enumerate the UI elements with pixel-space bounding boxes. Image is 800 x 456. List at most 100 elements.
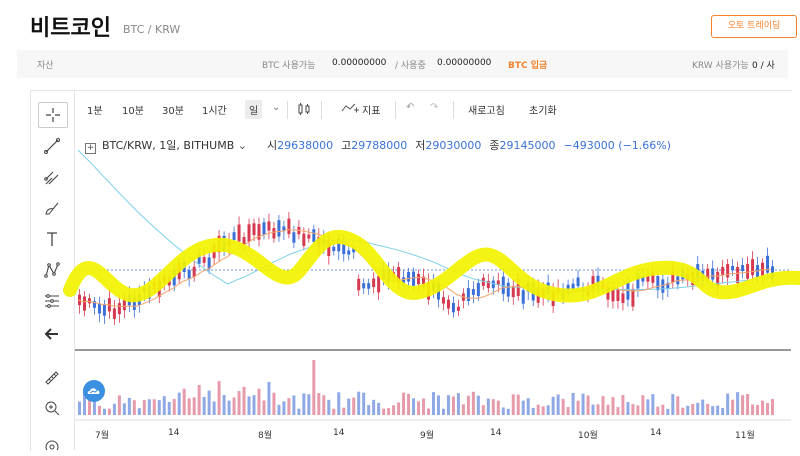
volume-bar: [367, 405, 371, 415]
volume-bar: [546, 405, 550, 415]
reset-button[interactable]: 초기화: [529, 106, 557, 117]
volume-bar: [227, 400, 231, 415]
candle: [402, 277, 406, 283]
candle: [232, 232, 236, 241]
volume-bar: [382, 408, 386, 415]
volume-bar: [736, 392, 740, 415]
candle: [751, 259, 755, 276]
pattern-icon[interactable]: [38, 258, 66, 282]
interval-30m[interactable]: 30분: [162, 106, 184, 117]
symbol-label[interactable]: BTC/KRW, 1일, BITHUMB: [102, 139, 235, 152]
candle: [471, 288, 475, 295]
text-icon[interactable]: [38, 227, 66, 251]
refresh-button[interactable]: 새로고침: [468, 106, 505, 117]
ruler-icon[interactable]: [38, 366, 66, 390]
fib-icon[interactable]: [38, 166, 66, 190]
volume-bar: [656, 406, 660, 415]
trendline-icon[interactable]: [38, 134, 66, 158]
coin-name: 비트코인: [30, 16, 111, 41]
volume-bar: [397, 402, 401, 415]
volume-bar: [102, 408, 106, 415]
candle: [501, 276, 505, 294]
volume-bar: [431, 392, 435, 415]
volume-bar: [427, 408, 430, 415]
volume-bar: [751, 404, 755, 415]
brush-icon[interactable]: [38, 196, 66, 220]
candle: [446, 299, 450, 309]
candle: [661, 279, 665, 293]
volume-bar: [706, 403, 710, 415]
auto-trading-button[interactable]: 오토 트레이딩: [711, 15, 797, 38]
candle: [521, 290, 525, 304]
candle: [92, 301, 96, 308]
volume-bar: [242, 386, 246, 415]
zoom-in-icon[interactable]: [38, 396, 66, 420]
volume-bar: [711, 406, 715, 415]
volume-bar: [641, 395, 645, 415]
volume-bar: [771, 398, 775, 415]
redo-icon[interactable]: ↷: [430, 102, 439, 113]
volume-bar: [402, 392, 406, 415]
volume-bar: [347, 398, 351, 415]
candle: [187, 270, 191, 279]
candle: [332, 246, 336, 252]
volume-bar: [601, 396, 605, 415]
volume-bar: [387, 408, 391, 415]
candle: [766, 255, 770, 273]
volume-bar: [626, 402, 630, 415]
candle: [252, 223, 256, 236]
candle: [476, 282, 480, 297]
undo-icon[interactable]: ↶: [406, 102, 415, 113]
toolbar-divider: [395, 101, 396, 119]
expand-icon[interactable]: +: [85, 143, 96, 154]
candle: [292, 232, 296, 243]
chart-frame: [30, 90, 792, 451]
measure-icon[interactable]: [38, 289, 66, 313]
volume-bar: [481, 405, 485, 415]
volume-bar: [417, 401, 421, 415]
interval-dropdown-icon[interactable]: ⌄: [272, 102, 281, 113]
volume-bar: [127, 397, 131, 415]
interval-10m[interactable]: 10분: [122, 106, 144, 117]
btc-available-label: BTC 사용가능: [262, 61, 316, 71]
magnet-icon[interactable]: [38, 432, 66, 456]
candle: [237, 224, 241, 242]
volume-bar: [362, 392, 366, 415]
interval-1h[interactable]: 1시간: [202, 106, 227, 117]
btc-deposit-link[interactable]: BTC 입금: [508, 61, 548, 71]
volume-bar: [676, 396, 680, 415]
change-value: −493000 (−1.66%): [563, 139, 671, 152]
volume-bar: [476, 395, 480, 415]
volume-bar: [581, 393, 585, 415]
volume-bar: [407, 393, 411, 415]
x-tick-label: 14: [490, 428, 502, 438]
candle: [282, 226, 286, 232]
candle: [87, 298, 91, 304]
volume-bar: [247, 396, 251, 415]
x-tick-label: 7월: [95, 431, 110, 441]
symbol-dropdown-icon[interactable]: ⌄: [234, 139, 247, 152]
volume-bar: [317, 392, 321, 415]
volume-bar: [212, 401, 216, 415]
interval-1d[interactable]: 일: [245, 100, 263, 119]
interval-1m[interactable]: 1분: [87, 106, 103, 117]
candle: [102, 304, 106, 316]
x-tick-label: 14: [333, 428, 345, 438]
btc-in-use-label: / 사용중: [395, 61, 426, 71]
candle-type-icon[interactable]: [297, 102, 311, 119]
candle: [122, 298, 126, 311]
volume-bar: [446, 395, 450, 415]
back-arrow-icon[interactable]: [38, 322, 66, 346]
crosshair-icon[interactable]: [38, 102, 68, 128]
volume-bar: [147, 399, 151, 415]
volume-bar: [506, 408, 510, 415]
low-label: 저: [415, 139, 426, 152]
volume-bar: [122, 403, 126, 415]
volume-bar: [327, 399, 331, 415]
indicator-button[interactable]: 지표: [362, 106, 381, 117]
candle: [117, 303, 121, 315]
btc-available-value: 0.00000000: [332, 58, 387, 68]
candle: [576, 277, 580, 287]
indicator-icon[interactable]: [341, 102, 359, 117]
